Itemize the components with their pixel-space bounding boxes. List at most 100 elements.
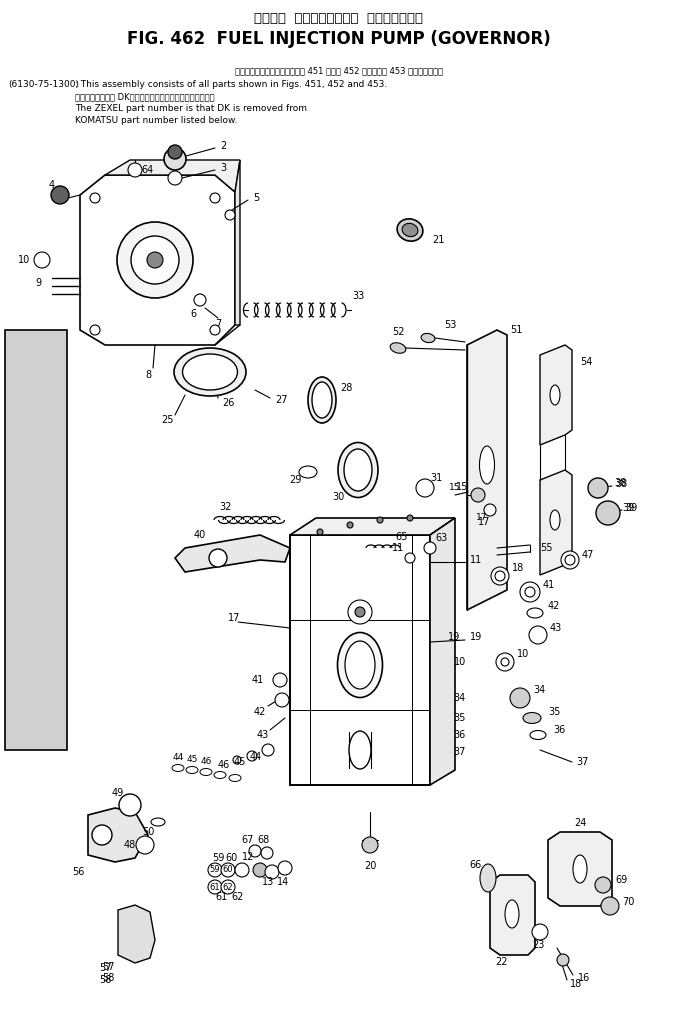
Ellipse shape (172, 765, 184, 772)
Text: 10: 10 (18, 255, 30, 265)
Polygon shape (430, 518, 455, 785)
Ellipse shape (337, 633, 382, 698)
Text: 60: 60 (223, 866, 234, 874)
Text: 30: 30 (332, 492, 344, 502)
Polygon shape (118, 906, 155, 963)
Text: 48: 48 (124, 840, 136, 850)
Circle shape (265, 865, 279, 879)
Circle shape (168, 171, 182, 185)
Circle shape (136, 836, 154, 854)
Circle shape (273, 673, 287, 687)
Text: 34: 34 (454, 693, 466, 703)
Circle shape (484, 504, 496, 516)
Circle shape (262, 744, 274, 756)
Text: 24: 24 (574, 818, 586, 828)
Text: 40: 40 (194, 530, 206, 540)
Text: 36: 36 (553, 725, 565, 735)
Text: 19: 19 (447, 632, 460, 642)
Text: 17: 17 (476, 513, 488, 522)
Text: 12: 12 (242, 852, 254, 862)
Circle shape (278, 861, 292, 875)
Text: 62: 62 (223, 882, 234, 891)
Circle shape (601, 897, 619, 915)
Circle shape (529, 626, 547, 644)
Text: 31: 31 (430, 473, 442, 483)
Polygon shape (290, 535, 430, 785)
Circle shape (424, 542, 436, 554)
Circle shape (208, 863, 222, 877)
Circle shape (119, 794, 141, 816)
Circle shape (92, 825, 112, 845)
Ellipse shape (421, 334, 435, 343)
Text: 35: 35 (548, 707, 560, 717)
Text: 17: 17 (478, 517, 490, 527)
Text: 9: 9 (35, 278, 41, 288)
Text: 品番のメーカ記号 DKを除いたものがゼクセルの品番です．: 品番のメーカ記号 DKを除いたものがゼクセルの品番です． (75, 92, 215, 101)
Ellipse shape (338, 442, 378, 498)
Ellipse shape (174, 348, 246, 396)
Text: 45: 45 (186, 755, 198, 765)
Polygon shape (290, 518, 455, 535)
Circle shape (377, 517, 383, 523)
Text: 38: 38 (614, 478, 626, 488)
Text: KOMATSU part number listed below.: KOMATSU part number listed below. (75, 116, 238, 125)
Text: 27: 27 (275, 395, 287, 405)
Circle shape (208, 880, 222, 894)
Text: 59: 59 (210, 866, 220, 874)
Text: 14: 14 (277, 877, 289, 887)
Text: 11: 11 (470, 555, 482, 565)
Text: 65: 65 (396, 532, 408, 542)
Circle shape (510, 689, 530, 708)
Ellipse shape (527, 608, 543, 618)
Polygon shape (490, 875, 535, 955)
Text: 68: 68 (257, 835, 269, 845)
Text: 37: 37 (454, 747, 466, 757)
Text: 55: 55 (540, 544, 553, 553)
Text: 61: 61 (216, 892, 228, 902)
Ellipse shape (550, 385, 560, 405)
Text: 45: 45 (234, 757, 246, 767)
Text: 43: 43 (550, 623, 562, 633)
Polygon shape (80, 175, 235, 345)
Text: 36: 36 (454, 730, 466, 740)
Text: 42: 42 (254, 707, 266, 717)
Text: 38: 38 (615, 479, 627, 489)
Text: 21: 21 (432, 235, 444, 245)
Text: The ZEXEL part number is that DK is removed from: The ZEXEL part number is that DK is remo… (75, 104, 307, 113)
Text: 43: 43 (257, 730, 269, 740)
Circle shape (209, 549, 227, 567)
Text: 28: 28 (340, 383, 352, 393)
Text: 10: 10 (454, 657, 466, 667)
Text: 62: 62 (232, 892, 244, 902)
Circle shape (501, 658, 509, 666)
Circle shape (131, 236, 179, 284)
Text: 23: 23 (532, 940, 544, 950)
Circle shape (347, 522, 353, 528)
Circle shape (128, 163, 142, 177)
Text: 39: 39 (622, 503, 634, 513)
Ellipse shape (550, 510, 560, 530)
Text: 53: 53 (444, 320, 456, 330)
Text: 58: 58 (99, 975, 111, 985)
Circle shape (557, 954, 569, 966)
Ellipse shape (214, 772, 226, 779)
Text: 50: 50 (142, 827, 154, 837)
Ellipse shape (523, 713, 541, 724)
Circle shape (168, 145, 182, 159)
Text: 69: 69 (615, 875, 627, 885)
Circle shape (34, 252, 50, 268)
Ellipse shape (480, 864, 496, 892)
Text: 20: 20 (364, 861, 376, 871)
Ellipse shape (200, 769, 212, 776)
Circle shape (561, 551, 579, 569)
Circle shape (495, 571, 505, 581)
Circle shape (588, 478, 608, 498)
Ellipse shape (312, 382, 332, 418)
Polygon shape (540, 345, 572, 445)
Text: 32: 32 (219, 502, 231, 512)
Circle shape (565, 555, 575, 565)
Circle shape (595, 877, 611, 893)
Text: 18: 18 (570, 979, 583, 989)
Text: 35: 35 (454, 713, 466, 723)
Circle shape (249, 845, 261, 857)
